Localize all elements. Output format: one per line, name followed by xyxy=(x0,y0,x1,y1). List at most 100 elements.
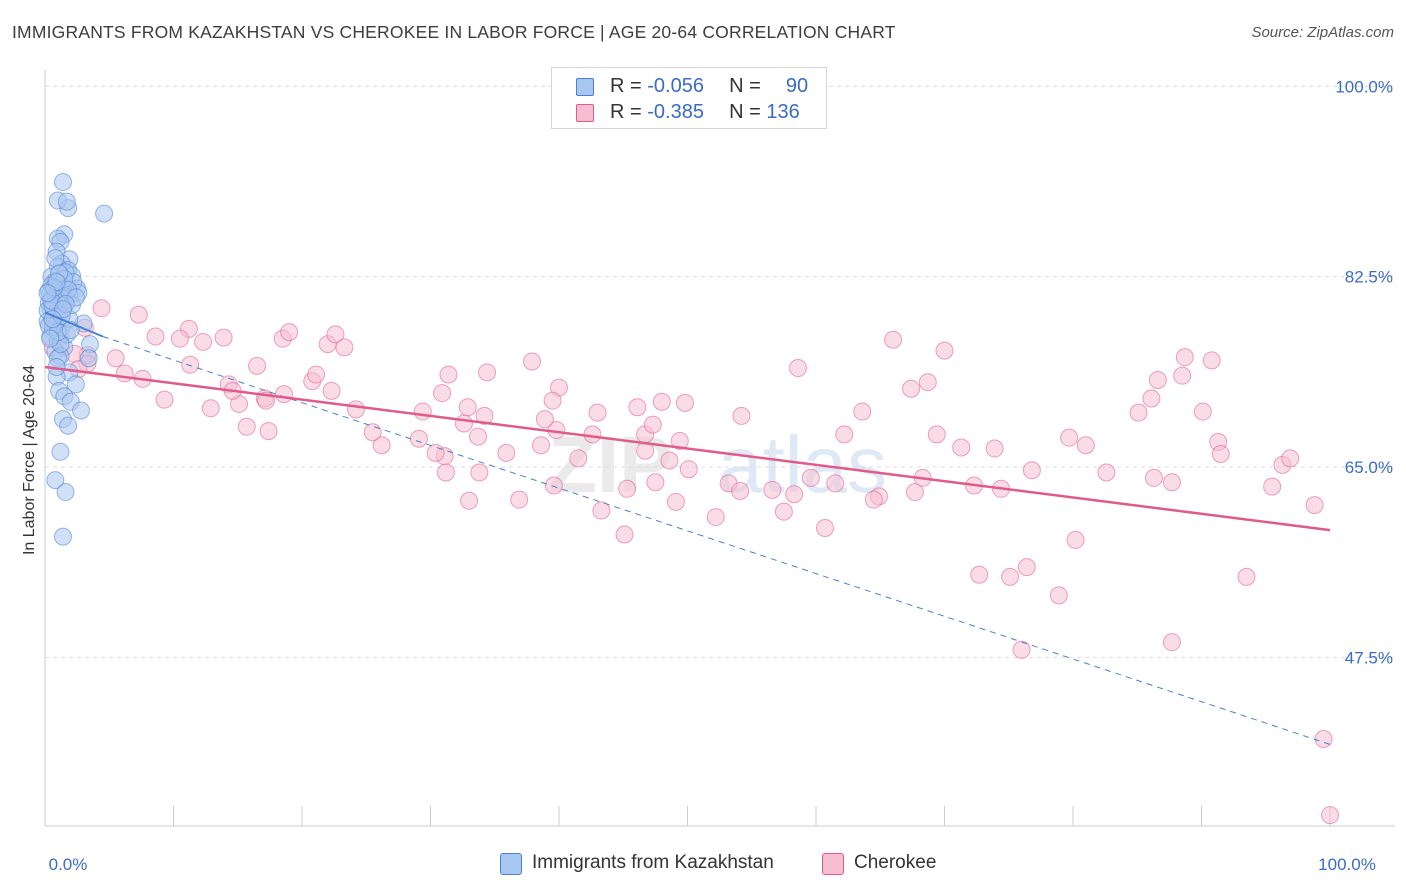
data-point-cherokee xyxy=(1305,496,1324,515)
data-point-cherokee xyxy=(115,364,134,383)
data-point-cherokee xyxy=(307,365,326,384)
data-point-cherokee xyxy=(469,427,488,446)
data-point-cherokee xyxy=(1321,806,1339,825)
legend-swatch-pink xyxy=(576,104,594,122)
data-point-cherokee xyxy=(1173,366,1192,385)
tick-labels: 100.0% 82.5% 65.0% 47.5% 0.0% 100.0% xyxy=(49,77,1393,874)
data-point-cherokee xyxy=(409,429,428,448)
legend-swatch-blue xyxy=(576,78,594,96)
legend-label: Immigrants from Kazakhstan xyxy=(532,852,774,873)
data-point-cherokee xyxy=(194,332,213,351)
data-point-cherokee xyxy=(618,479,637,498)
data-point-cherokee xyxy=(583,425,602,444)
data-point-cherokee xyxy=(433,384,452,403)
data-point-cherokee xyxy=(1076,436,1095,455)
data-point-cherokee xyxy=(884,330,903,349)
x-tick-label: 100.0% xyxy=(1318,855,1376,874)
data-point-cherokee xyxy=(1175,348,1194,367)
data-point-cherokee xyxy=(497,443,516,462)
data-point-cherokee xyxy=(666,492,685,511)
data-point-cherokee xyxy=(1022,461,1041,480)
data-point-cherokee xyxy=(259,422,278,441)
chart-title: IMMIGRANTS FROM KAZAKHSTAN VS CHEROKEE I… xyxy=(12,22,896,42)
data-point-kazakhstan xyxy=(95,204,114,223)
stats-text: R = -0.385 N = 136 xyxy=(610,101,800,124)
data-point-kazakhstan xyxy=(79,349,98,368)
data-point-cherokee xyxy=(763,480,782,499)
grid-layer xyxy=(45,85,1395,658)
data-point-kazakhstan xyxy=(53,527,72,546)
data-point-cherokee xyxy=(935,341,954,360)
r-value: -0.385 xyxy=(647,101,704,123)
data-point-cherokee xyxy=(785,485,804,504)
data-point-cherokee xyxy=(731,481,750,500)
data-point-cherokee xyxy=(652,392,671,411)
r-value: -0.056 xyxy=(647,75,704,97)
data-point-cherokee xyxy=(646,473,665,492)
data-point-cherokee xyxy=(413,402,432,421)
data-point-cherokee xyxy=(815,518,834,537)
trend-line-kazakhstan xyxy=(44,311,104,338)
trend-lines xyxy=(44,311,1331,745)
data-point-cherokee xyxy=(952,438,971,457)
data-point-cherokee xyxy=(523,352,542,371)
data-point-cherokee xyxy=(275,385,294,404)
data-point-cherokee xyxy=(774,502,793,521)
data-point-cherokee xyxy=(1144,468,1163,487)
legend-label: Cherokee xyxy=(854,852,937,873)
data-point-cherokee xyxy=(1162,473,1181,492)
data-point-cherokee xyxy=(592,501,611,520)
data-point-cherokee xyxy=(615,525,634,544)
x-tick-label: 0.0% xyxy=(49,855,88,874)
data-point-cherokee xyxy=(326,325,345,344)
data-point-cherokee xyxy=(510,490,529,509)
data-point-cherokee xyxy=(628,398,647,417)
trend-line-cherokee xyxy=(44,365,1331,532)
data-point-cherokee xyxy=(853,402,872,421)
n-value: 90 xyxy=(785,75,809,97)
data-point-cherokee xyxy=(155,390,174,409)
data-point-cherokee xyxy=(426,443,445,462)
data-point-cherokee xyxy=(918,373,937,392)
data-point-cherokee xyxy=(1142,389,1161,408)
r-label: R = xyxy=(610,101,642,123)
data-point-cherokee xyxy=(789,359,808,378)
y-axis-label: In Labor Force | Age 20-64 xyxy=(21,364,38,556)
data-point-cherokee xyxy=(970,565,989,584)
series-cherokee-points xyxy=(43,292,1339,825)
legend-swatch-blue xyxy=(500,853,522,875)
data-point-cherokee xyxy=(864,490,883,509)
stats-legend: R = -0.056 N = 90 R = -0.385 N = 136 xyxy=(551,67,827,129)
data-point-kazakhstan xyxy=(51,442,70,461)
data-point-cherokee xyxy=(902,379,921,398)
data-point-cherokee xyxy=(470,463,489,482)
y-tick-label: 47.5% xyxy=(1345,648,1393,667)
data-point-cherokee xyxy=(544,476,563,495)
data-point-cherokee xyxy=(927,425,946,444)
data-point-cherokee xyxy=(1314,729,1333,748)
n-value: 136 xyxy=(766,101,800,123)
data-point-cherokee xyxy=(1049,586,1068,605)
data-point-cherokee xyxy=(436,463,455,482)
data-point-cherokee xyxy=(801,468,820,487)
data-point-cherokee xyxy=(1202,351,1221,370)
data-point-cherokee xyxy=(1211,444,1230,463)
data-point-kazakhstan xyxy=(66,375,85,394)
data-point-cherokee xyxy=(322,381,341,400)
series-kazakhstan-points xyxy=(38,173,114,546)
legend-swatch-pink xyxy=(822,853,844,875)
y-tick-label: 65.0% xyxy=(1345,458,1393,477)
y-tick-label: 100.0% xyxy=(1335,77,1393,96)
data-point-cherokee xyxy=(1193,402,1212,421)
data-point-cherokee xyxy=(372,436,391,455)
data-point-kazakhstan xyxy=(41,329,60,348)
data-point-cherokee xyxy=(106,349,125,368)
data-point-cherokee xyxy=(475,406,494,425)
data-point-cherokee xyxy=(363,423,382,442)
data-point-cherokee xyxy=(92,299,111,318)
data-point-cherokee xyxy=(454,414,473,433)
data-point-cherokee xyxy=(1001,567,1020,586)
data-point-cherokee xyxy=(129,305,148,324)
data-point-cherokee xyxy=(1148,371,1167,390)
data-point-cherokee xyxy=(1066,530,1085,549)
